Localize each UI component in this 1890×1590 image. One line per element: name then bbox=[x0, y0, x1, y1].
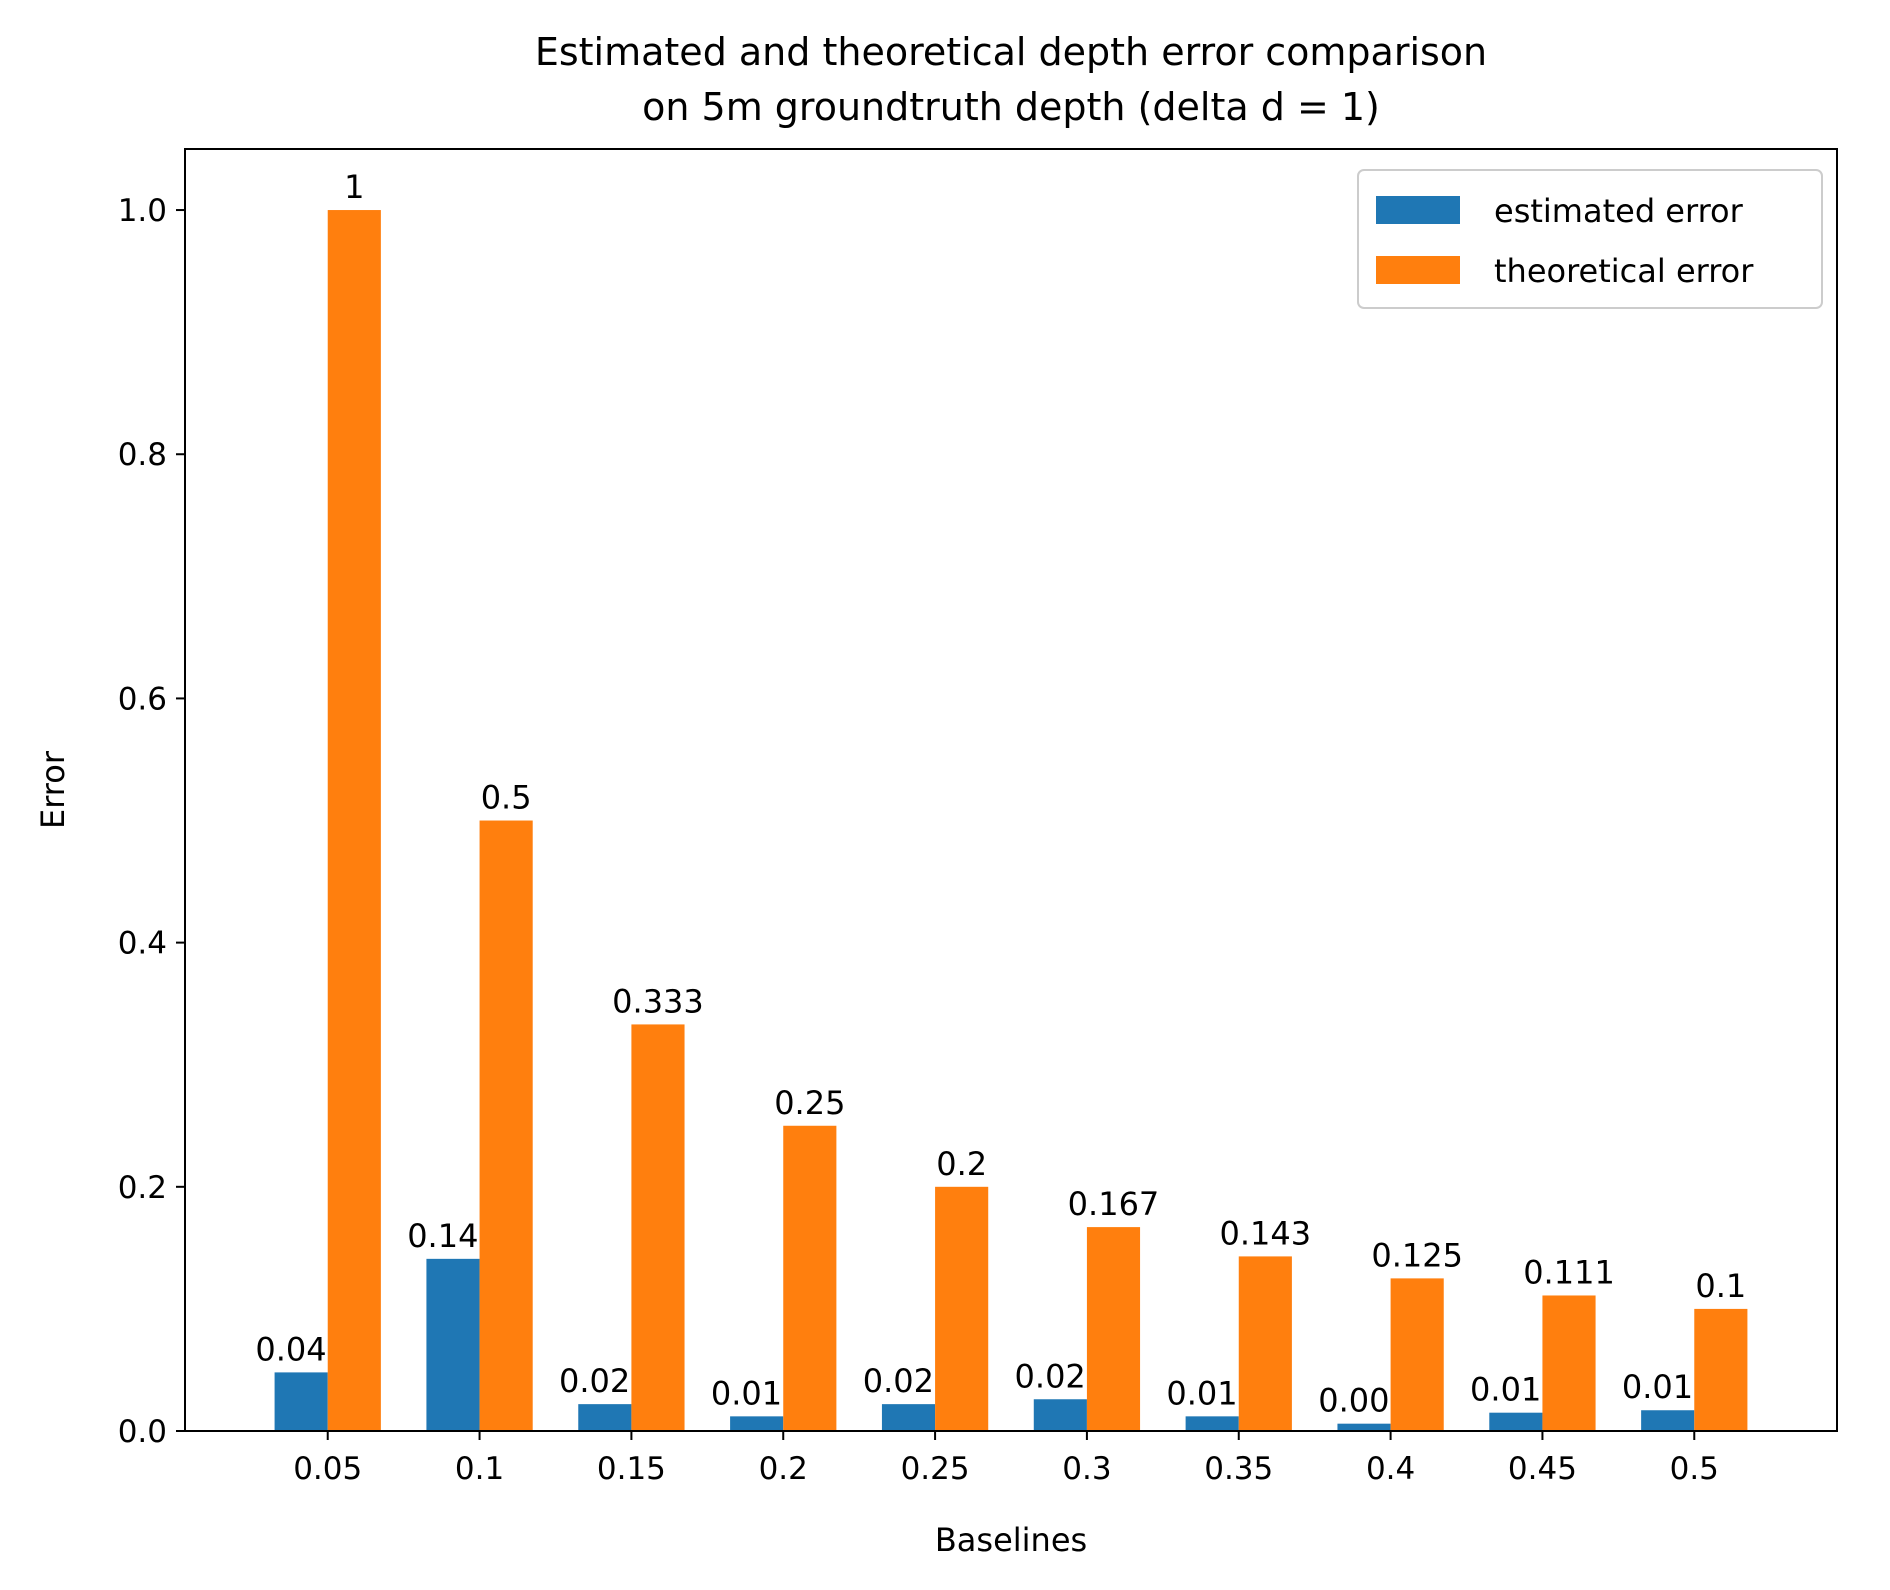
x-tick-label-0.15: 0.15 bbox=[597, 1451, 666, 1487]
x-tick-label-0.3: 0.3 bbox=[1062, 1451, 1111, 1487]
y-tick-label-0.4: 0.4 bbox=[118, 926, 167, 962]
legend-swatch-1 bbox=[1376, 196, 1460, 224]
theoretical-bar-0.15 bbox=[631, 1024, 685, 1431]
estimated-bar-0.15 bbox=[578, 1404, 632, 1431]
estimated-bar-0.1 bbox=[426, 1258, 480, 1431]
y-tick-label-0.8: 0.8 bbox=[118, 437, 167, 473]
theoretical-data-label-0.1: 0.5 bbox=[481, 779, 532, 817]
theoretical-data-label-0.25: 0.2 bbox=[936, 1145, 987, 1183]
legend-label-1: estimated error bbox=[1494, 192, 1744, 230]
theoretical-data-label-0.4: 0.125 bbox=[1371, 1236, 1463, 1274]
y-axis-label: Error bbox=[34, 750, 72, 829]
x-tick-label-0.4: 0.4 bbox=[1366, 1451, 1415, 1487]
x-tick-label-0.45: 0.45 bbox=[1508, 1451, 1577, 1487]
x-tick-label-0.05: 0.05 bbox=[293, 1451, 362, 1487]
estimated-bar-0.45 bbox=[1489, 1412, 1543, 1431]
estimated-bar-0.5 bbox=[1641, 1410, 1695, 1431]
theoretical-bar-0.05 bbox=[327, 210, 381, 1432]
y-tick-label-0.2: 0.2 bbox=[118, 1170, 167, 1206]
chart-title-line-1: Estimated and theoretical depth error co… bbox=[535, 30, 1487, 74]
x-tick-label-0.5: 0.5 bbox=[1670, 1451, 1719, 1487]
x-tick-label-0.25: 0.25 bbox=[901, 1451, 970, 1487]
y-tick-label-1.0: 1.0 bbox=[118, 193, 167, 229]
theoretical-bar-0.5 bbox=[1694, 1308, 1748, 1431]
chart-title-line-2: on 5m groundtruth depth (delta d = 1) bbox=[642, 85, 1380, 129]
theoretical-bar-0.4 bbox=[1390, 1278, 1444, 1431]
theoretical-bar-0.3 bbox=[1086, 1227, 1141, 1431]
estimated-bar-0.25 bbox=[881, 1404, 936, 1431]
theoretical-data-label-0.15: 0.333 bbox=[612, 982, 704, 1020]
plot-frame bbox=[184, 148, 1838, 1432]
y-tick-label-0.0: 0.0 bbox=[118, 1414, 167, 1450]
theoretical-data-label-0.2: 0.25 bbox=[774, 1084, 845, 1122]
theoretical-bar-0.2 bbox=[783, 1125, 837, 1431]
legend-label-2: theoretical error bbox=[1494, 252, 1754, 290]
theoretical-data-label-0.05: 1 bbox=[344, 168, 364, 206]
estimated-bar-0.3 bbox=[1033, 1399, 1087, 1431]
theoretical-bar-0.45 bbox=[1542, 1295, 1596, 1431]
y-tick-label-0.6: 0.6 bbox=[118, 681, 167, 717]
x-axis-label: Baselines bbox=[935, 1521, 1087, 1559]
theoretical-bar-0.35 bbox=[1238, 1256, 1292, 1431]
estimated-bar-0.2 bbox=[730, 1416, 784, 1431]
estimated-bar-0.4 bbox=[1337, 1423, 1391, 1431]
theoretical-bar-0.25 bbox=[935, 1186, 989, 1431]
legend-swatch-2 bbox=[1376, 256, 1460, 284]
theoretical-data-label-0.3: 0.167 bbox=[1068, 1185, 1160, 1223]
x-tick-label-0.2: 0.2 bbox=[759, 1451, 808, 1487]
estimated-bar-0.05 bbox=[274, 1372, 328, 1431]
estimated-bar-0.35 bbox=[1185, 1416, 1239, 1431]
theoretical-data-label-0.5: 0.1 bbox=[1695, 1267, 1746, 1305]
x-tick-label-0.35: 0.35 bbox=[1204, 1451, 1273, 1487]
theoretical-data-label-0.35: 0.143 bbox=[1220, 1214, 1312, 1252]
theoretical-bar-0.1 bbox=[479, 820, 533, 1431]
theoretical-data-label-0.45: 0.111 bbox=[1523, 1253, 1615, 1291]
legend-box bbox=[1357, 169, 1823, 309]
x-tick-label-0.1: 0.1 bbox=[455, 1451, 504, 1487]
